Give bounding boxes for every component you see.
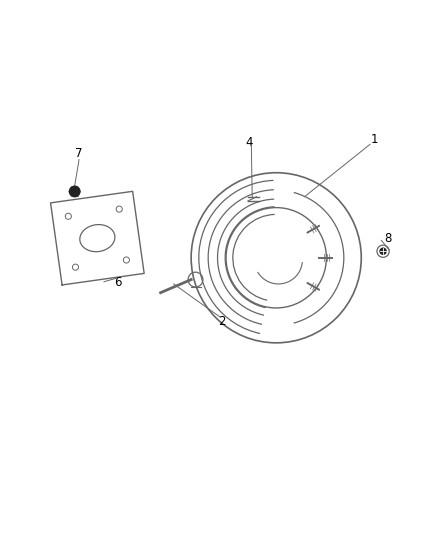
- Text: 8: 8: [383, 232, 390, 245]
- Circle shape: [69, 186, 80, 197]
- Circle shape: [379, 248, 385, 254]
- Text: 2: 2: [217, 314, 225, 327]
- Text: 7: 7: [75, 148, 83, 160]
- Text: 4: 4: [245, 136, 252, 149]
- Text: 1: 1: [370, 133, 377, 147]
- Text: 6: 6: [114, 276, 122, 289]
